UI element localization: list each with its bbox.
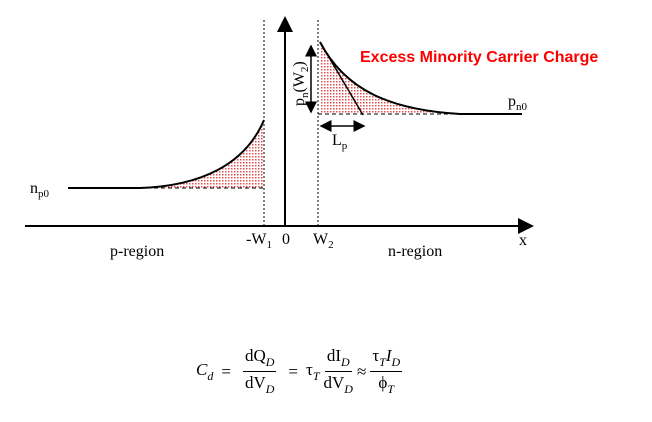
lp-label: Lp (332, 132, 348, 152)
right-excess-charge-fill (320, 42, 460, 114)
n-region-label: n-region (388, 243, 442, 260)
diagram-title: Excess Minority Carrier Charge (360, 49, 598, 66)
left-excess-charge-fill (140, 120, 264, 188)
neg-w1-label: -W1 (246, 231, 272, 251)
np-curve (68, 119, 265, 189)
origin-label: 0 (282, 231, 290, 248)
p-region-label: p-region (110, 243, 164, 260)
pn0-label: pn0 (508, 93, 528, 113)
x-axis-label: x (519, 232, 527, 249)
pn-w2-label: pn(W2) (291, 61, 311, 106)
tangent-line (319, 41, 364, 116)
np0-label: np0 (30, 180, 50, 200)
w2-label: W2 (313, 231, 334, 251)
capacitance-formula: Cd = dQD dVD = τT dID dVD ≈ τTID ϕT (196, 346, 403, 396)
